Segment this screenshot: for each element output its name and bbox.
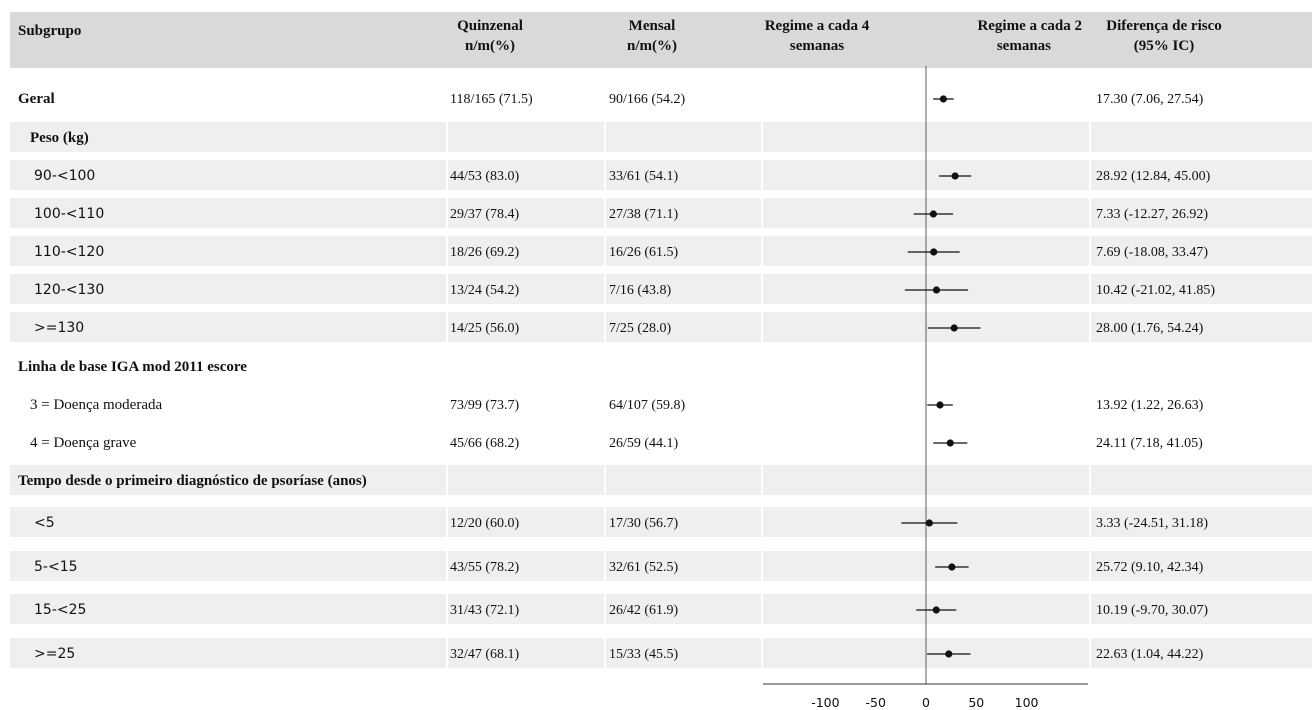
risk-diff-value: 7.69 (-18.08, 33.47) [1096, 245, 1208, 260]
quinzenal-value: 43/55 (78.2) [450, 560, 520, 575]
row-stripe [10, 312, 1312, 342]
row-label: 15-<25 [34, 602, 86, 618]
row-label: >=25 [34, 646, 75, 662]
quinzenal-value: 29/37 (78.4) [450, 207, 520, 222]
group-heading: Linha de base IGA mod 2011 escore [18, 359, 247, 375]
header-quinzenal-unit: n/m(%) [465, 38, 515, 54]
row-label: 4 = Doença grave [30, 435, 137, 451]
header-band [10, 12, 1312, 68]
group-heading: Peso (kg) [30, 130, 89, 146]
x-tick-label: 0 [922, 695, 930, 710]
header-subgroup: Subgrupo [18, 23, 81, 39]
row-label: 110-<120 [34, 244, 104, 260]
risk-diff-value: 28.00 (1.76, 54.24) [1096, 321, 1204, 336]
row-label: >=130 [34, 320, 84, 336]
table-rows: Geral 118/165 (71.5) 90/166 (54.2) 17.30 (7… [18, 91, 1215, 662]
x-tick-label: -50 [865, 695, 885, 710]
mensal-value: 17/30 (56.7) [609, 516, 679, 531]
header-quinzenal-title: Quinzenal [457, 18, 523, 34]
risk-diff-value: 24.11 (7.18, 41.05) [1096, 436, 1203, 451]
point-estimate [930, 248, 938, 256]
quinzenal-value: 118/165 (71.5) [450, 92, 533, 107]
point-estimate [932, 286, 941, 294]
point-estimate [950, 324, 958, 332]
group-heading: Tempo desde o primeiro diagnóstico de ps… [18, 473, 367, 489]
mensal-value: 26/42 (61.9) [609, 603, 679, 618]
row-stripe [10, 274, 1312, 304]
forest-marks [901, 95, 981, 658]
mensal-value: 33/61 (54.1) [609, 169, 679, 184]
quinzenal-value: 13/24 (54.2) [450, 283, 520, 298]
risk-diff-value: 13.92 (1.22, 26.63) [1096, 398, 1204, 413]
quinzenal-value: 18/26 (69.2) [450, 245, 520, 260]
quinzenal-value: 12/20 (60.0) [450, 516, 520, 531]
risk-diff-value: 17.30 (7.06, 27.54) [1096, 92, 1204, 107]
quinzenal-value: 73/99 (73.7) [450, 398, 520, 413]
table-header: Subgrupo Quinzenal n/m(%) Mensal n/m(%) … [18, 18, 1222, 54]
mensal-value: 7/16 (43.8) [609, 283, 672, 298]
row-stripes [10, 122, 1312, 668]
point-estimate [925, 519, 933, 527]
point-estimate [929, 210, 937, 218]
x-axis: -100 -50 0 50 100 [763, 683, 1088, 710]
row-label: 90-<100 [34, 168, 95, 184]
mensal-value: 90/166 (54.2) [609, 92, 686, 107]
header-mensal-unit: n/m(%) [627, 38, 677, 54]
point-estimate [945, 650, 953, 658]
mensal-value: 64/107 (59.8) [609, 398, 686, 413]
row-label: 5-<15 [34, 559, 78, 575]
quinzenal-value: 31/43 (72.1) [450, 603, 520, 618]
mensal-value: 7/25 (28.0) [609, 321, 672, 336]
risk-diff-value: 22.63 (1.04, 44.22) [1096, 647, 1204, 662]
quinzenal-value: 44/53 (83.0) [450, 169, 520, 184]
row-stripe [10, 638, 1312, 668]
point-estimate [951, 172, 959, 180]
risk-diff-value: 7.33 (-12.27, 26.92) [1096, 207, 1208, 222]
quinzenal-value: 14/25 (56.0) [450, 321, 520, 336]
row-stripe [10, 160, 1312, 190]
header-risk-diff-ci: (95% IC) [1134, 38, 1194, 54]
header-right-favor-line2: semanas [997, 38, 1051, 54]
row-label: Geral [18, 91, 55, 107]
row-label: 100-<110 [34, 206, 104, 222]
row-stripe [10, 198, 1312, 228]
x-tick-label: -100 [811, 695, 839, 710]
row-stripe [10, 551, 1312, 581]
risk-diff-value: 3.33 (-24.51, 31.18) [1096, 516, 1208, 531]
point-estimate [936, 401, 944, 409]
header-left-favor-line1: Regime a cada 4 [765, 18, 870, 34]
risk-diff-value: 10.19 (-9.70, 30.07) [1096, 603, 1208, 618]
header-left-favor-line2: semanas [790, 38, 844, 54]
header-right-favor-line1: Regime a cada 2 [977, 18, 1082, 34]
point-estimate [932, 606, 940, 614]
x-tick-label: 50 [968, 695, 984, 710]
row-stripe [10, 122, 1312, 152]
header-risk-diff-title: Diferença de risco [1106, 18, 1222, 34]
quinzenal-value: 45/66 (68.2) [450, 436, 520, 451]
mensal-value: 27/38 (71.1) [609, 207, 679, 222]
row-stripe [10, 507, 1312, 537]
point-estimate [939, 95, 948, 103]
x-tick-label: 100 [1015, 695, 1039, 710]
row-stripe [10, 594, 1312, 624]
quinzenal-value: 32/47 (68.1) [450, 647, 520, 662]
mensal-value: 26/59 (44.1) [609, 436, 679, 451]
point-estimate [948, 563, 956, 571]
risk-diff-value: 28.92 (12.84, 45.00) [1096, 169, 1211, 184]
row-label: 120-<130 [34, 282, 104, 298]
risk-diff-value: 10.42 (-21.02, 41.85) [1096, 283, 1215, 298]
row-label: 3 = Doença moderada [30, 397, 162, 413]
risk-diff-value: 25.72 (9.10, 42.34) [1096, 560, 1204, 575]
mensal-value: 16/26 (61.5) [609, 245, 679, 260]
mensal-value: 15/33 (45.5) [609, 647, 679, 662]
row-label: <5 [34, 515, 55, 531]
row-stripe [10, 236, 1312, 266]
mensal-value: 32/61 (52.5) [609, 560, 679, 575]
point-estimate [946, 439, 954, 447]
header-mensal-title: Mensal [629, 18, 676, 34]
row-stripe [10, 465, 1312, 495]
